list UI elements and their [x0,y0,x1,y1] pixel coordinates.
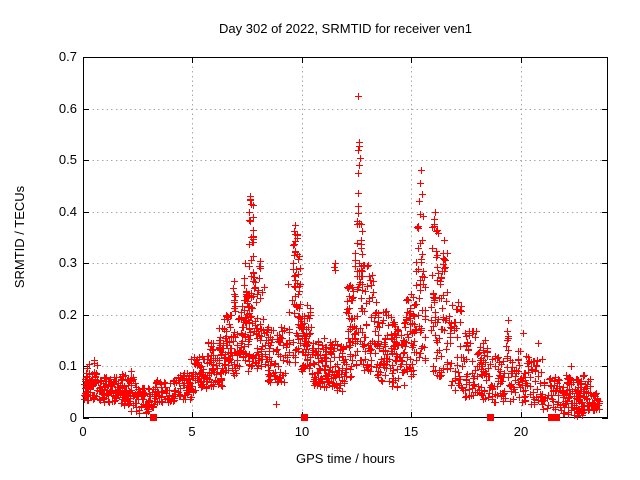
x-axis-label: GPS time / hours [296,451,395,466]
y-tick-label: 0.7 [58,49,77,64]
y-tick-label: 0.4 [58,204,77,219]
y-tick-label: 0.5 [58,152,77,167]
y-tick-label: 0.3 [58,255,77,270]
chart-title: Day 302 of 2022, SRMTID for receiver ven… [219,21,472,36]
scatter-series [81,93,603,420]
x-tick-label: 20 [513,424,529,439]
x-tick-label: 15 [403,424,419,439]
x-tick-label: 10 [294,424,310,439]
x-tick-label: 5 [188,424,196,439]
y-tick-label: 0.1 [58,358,77,373]
x-tick-label: 0 [79,424,87,439]
y-tick-label: 0.2 [58,307,77,322]
y-tick-label: 0 [69,410,77,425]
plot-border [83,57,608,418]
y-tick-label: 0.6 [58,101,77,116]
